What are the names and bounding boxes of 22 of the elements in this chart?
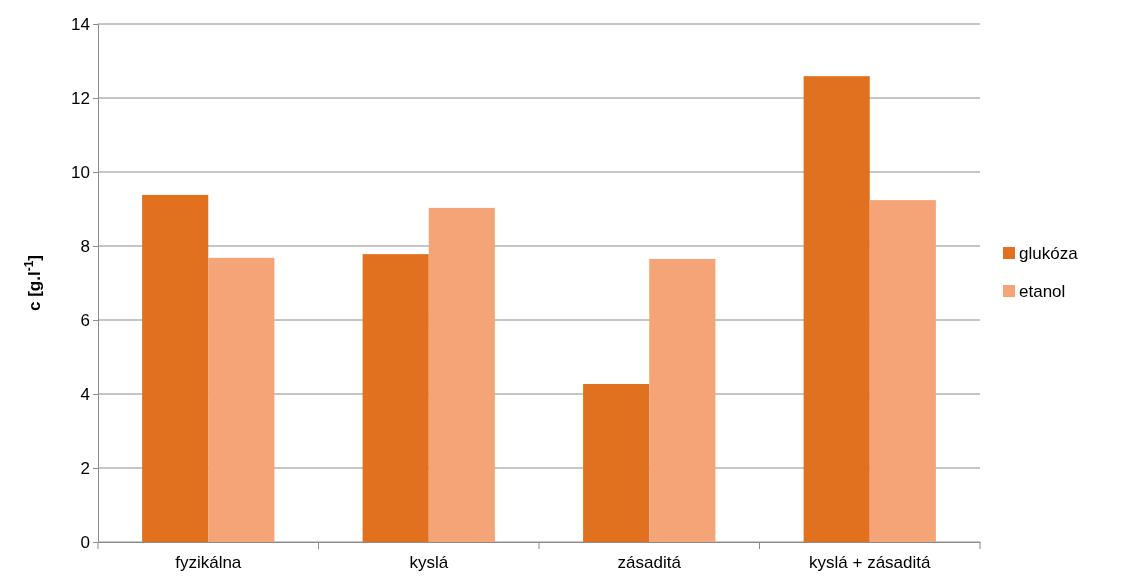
y-tick-label: 0 xyxy=(80,532,90,552)
bar xyxy=(649,258,716,542)
bar xyxy=(428,207,495,542)
y-tick-label: 14 xyxy=(71,14,90,34)
bar xyxy=(803,76,870,542)
y-tick-label: 12 xyxy=(71,88,90,108)
bar xyxy=(583,384,650,542)
y-tick-label: 6 xyxy=(80,310,90,330)
y-tick-label: 10 xyxy=(71,162,90,182)
y-tick-label: 8 xyxy=(80,236,90,256)
x-tick-label: kyslá + zásaditá xyxy=(809,553,931,573)
bar xyxy=(869,200,936,542)
x-tick-label: fyzikálna xyxy=(175,553,242,573)
legend-label: etanol xyxy=(1019,282,1066,301)
x-tick-label: kyslá xyxy=(409,553,449,573)
y-tick-label: 4 xyxy=(80,384,90,404)
bar xyxy=(142,194,209,542)
bar xyxy=(362,254,429,542)
legend-label: glukóza xyxy=(1019,244,1079,263)
x-tick-label: zásaditá xyxy=(617,553,682,573)
bar xyxy=(208,257,275,542)
y-tick-label: 2 xyxy=(80,458,90,478)
